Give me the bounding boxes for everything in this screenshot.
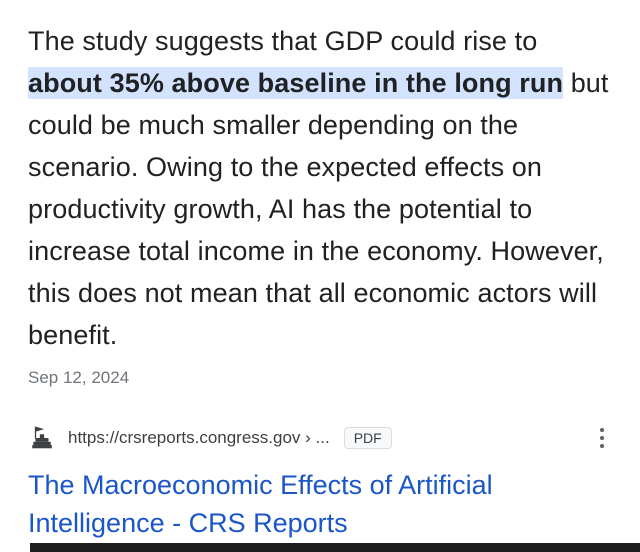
snippet-highlight: about 35% above baseline in the long run [28, 67, 564, 99]
snippet-text: The study suggests that GDP could rise t… [28, 20, 612, 356]
next-card-edge [30, 543, 640, 552]
result-url[interactable]: https://crsreports.congress.gov › ... [68, 428, 330, 447]
snippet-text-after: but could be much smaller depending on t… [28, 68, 609, 350]
more-options-button[interactable] [592, 424, 612, 452]
result-title-link[interactable]: The Macroeconomic Effects of Artificial … [28, 470, 493, 538]
result-source-row[interactable]: https://crsreports.congress.gov › ... PD… [28, 424, 612, 452]
vertical-ellipsis-icon [600, 428, 604, 432]
snippet-date: Sep 12, 2024 [28, 368, 130, 387]
pdf-badge: PDF [343, 427, 392, 449]
congress-capitol-favicon-icon [28, 424, 56, 452]
snippet-text-before: The study suggests that GDP could rise t… [28, 26, 538, 56]
